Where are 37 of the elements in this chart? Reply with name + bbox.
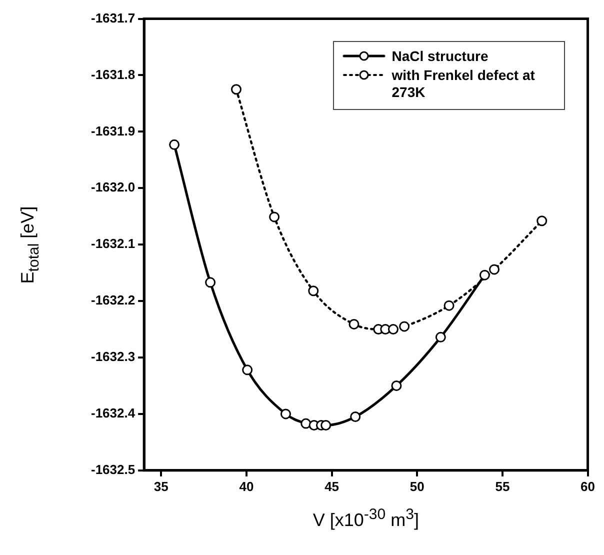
y-tick-label: -1632.1 xyxy=(90,236,136,252)
legend-label: NaCl structure xyxy=(392,48,488,65)
point xyxy=(479,270,490,280)
point xyxy=(350,412,361,422)
point xyxy=(320,420,332,430)
y-tick-label: -1631.8 xyxy=(90,66,136,82)
point xyxy=(308,286,319,296)
legend-label: with Frenkel defect at 273K xyxy=(392,66,536,101)
point xyxy=(388,324,398,335)
point xyxy=(169,139,180,150)
point xyxy=(435,332,446,342)
x-tick-label: 40 xyxy=(239,478,254,494)
point xyxy=(269,212,280,222)
x-tick-label: 45 xyxy=(324,478,340,494)
point xyxy=(242,364,253,376)
y-tick-label: -1631.7 xyxy=(90,10,136,26)
point xyxy=(348,318,360,330)
y-tick-label: -1631.9 xyxy=(90,123,136,138)
y-tick-label: -1632.2 xyxy=(90,292,136,308)
y-tick-label: -1632.4 xyxy=(90,406,136,421)
x-tick-label: 50 xyxy=(410,478,424,494)
y-tick-label: -1632.3 xyxy=(90,349,136,364)
point xyxy=(280,408,291,420)
x-axis-title: V [x10$^{-30}$ m$^{3}$] xyxy=(312,506,419,532)
point xyxy=(205,277,216,288)
x-tick-label: 60 xyxy=(580,478,596,494)
x-tick-label: 35 xyxy=(154,478,168,494)
y-tick-label: -1632.5 xyxy=(90,462,136,477)
point xyxy=(536,216,548,226)
x-tick-label: 55 xyxy=(495,478,510,494)
point xyxy=(300,418,312,429)
point xyxy=(444,300,454,311)
point xyxy=(489,264,500,275)
point xyxy=(230,84,242,95)
point xyxy=(391,380,402,391)
y-tick-label: -1632.0 xyxy=(90,180,136,195)
point xyxy=(399,321,410,332)
